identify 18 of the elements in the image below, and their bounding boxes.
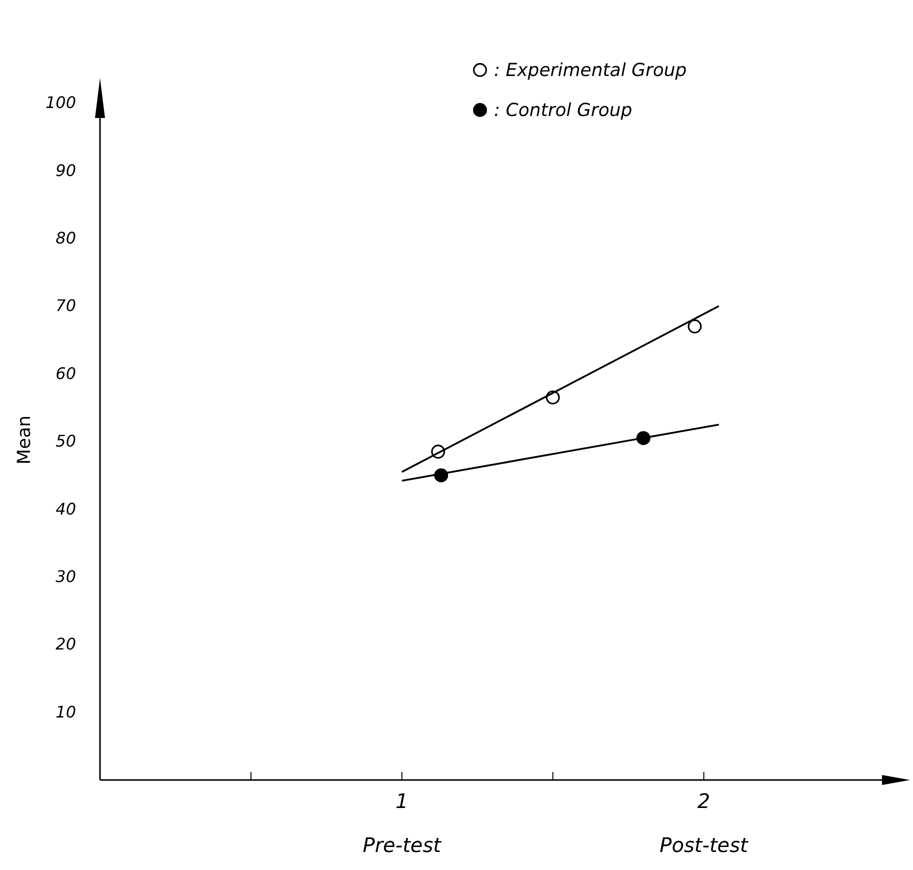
y-tick-label: 60 xyxy=(56,364,76,383)
y-tick-label: 90 xyxy=(56,160,76,180)
legend-label: : Control Group xyxy=(494,100,632,121)
y-tick-label: 80 xyxy=(56,228,76,248)
y-axis-title: Mean xyxy=(14,415,35,465)
y-tick-label: 50 xyxy=(56,432,76,451)
text: Post-test xyxy=(660,833,750,857)
legend-label: : Experimental Group xyxy=(494,60,687,81)
y-tick-label: 10 xyxy=(56,702,76,722)
y-tick-label: 100 xyxy=(45,93,76,112)
x-tick-label: 2 xyxy=(697,789,710,814)
point xyxy=(688,319,702,334)
y-tick-label: 40 xyxy=(56,499,76,518)
text: Pre-test xyxy=(362,833,442,857)
x-tick-label: 1 xyxy=(396,789,408,814)
y-tick-label: 70 xyxy=(56,296,76,316)
y-tick-label: 30 xyxy=(56,567,76,586)
y-tick-label: 20 xyxy=(56,634,76,654)
